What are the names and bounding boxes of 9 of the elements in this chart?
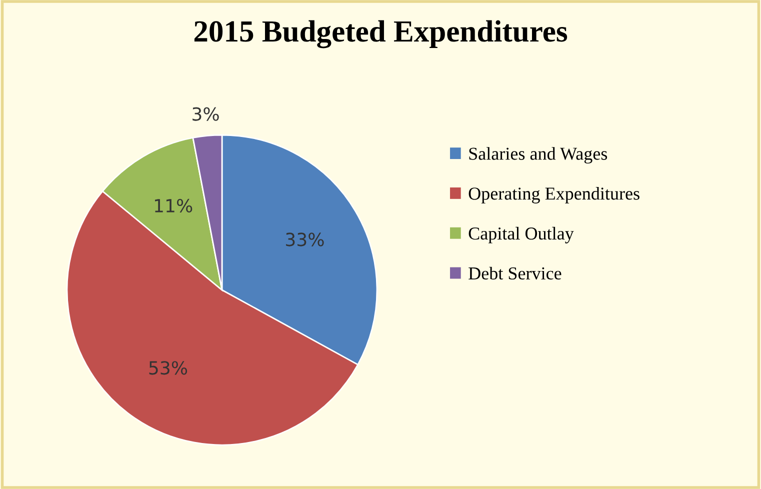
data-label: 3% — [192, 107, 219, 121]
data-label: 33% — [286, 232, 324, 246]
chart-title: 2015 Budgeted Expenditures — [194, 20, 568, 48]
data-label: 11% — [155, 198, 192, 213]
legend-label: Salaries and Wages — [469, 147, 608, 164]
legend-label: Operating Expenditures — [468, 187, 640, 204]
data-label: 53% — [149, 361, 188, 375]
legend-label: Debt Service — [468, 266, 562, 280]
legend-label: Capital Outlay — [468, 226, 574, 244]
